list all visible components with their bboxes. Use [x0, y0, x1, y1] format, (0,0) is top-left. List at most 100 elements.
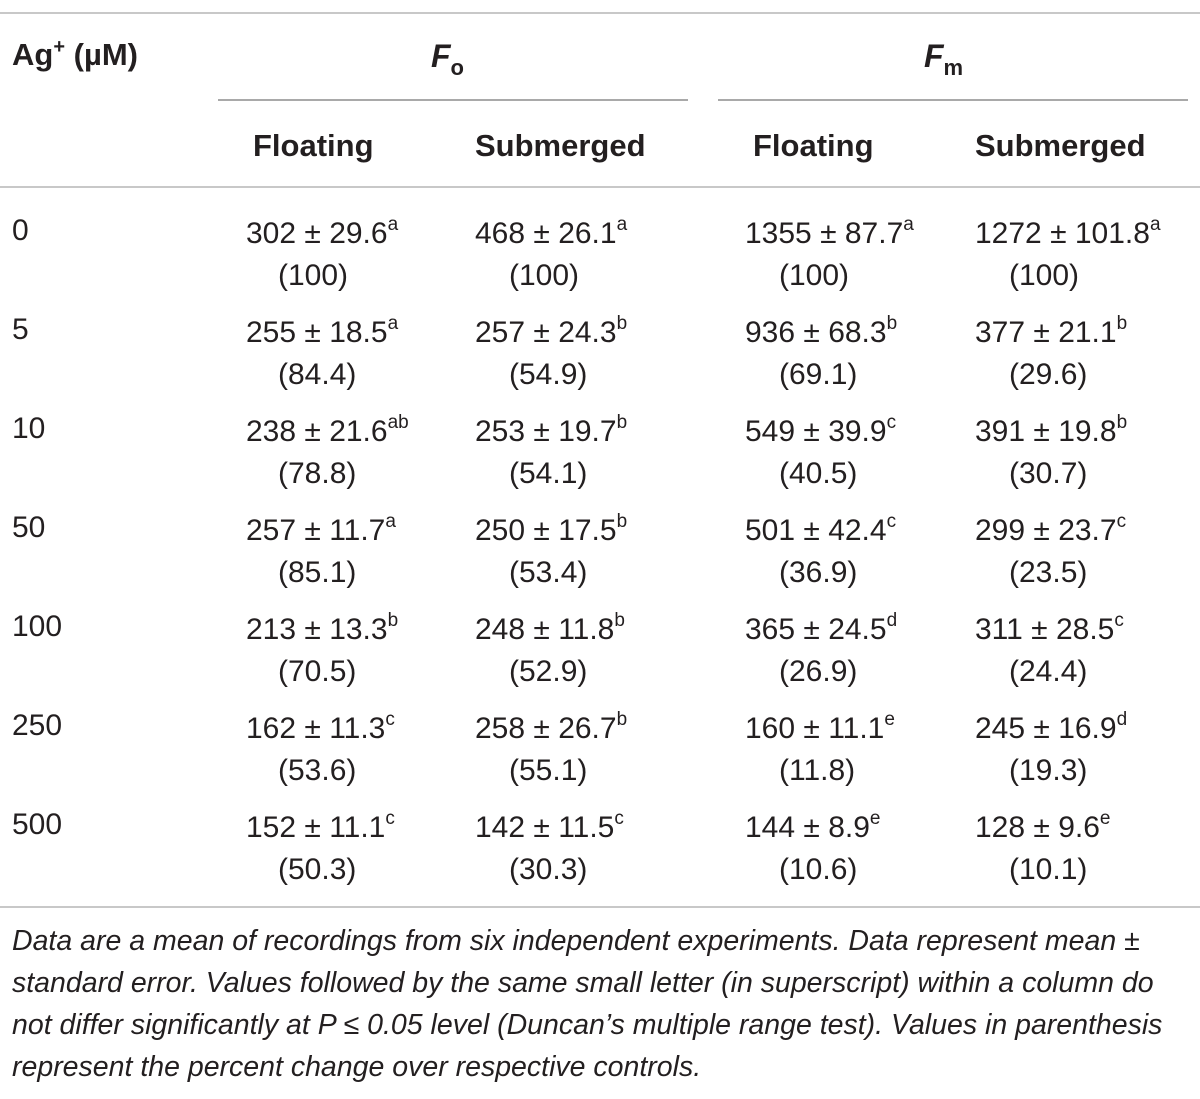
fo-group-rule [218, 99, 688, 101]
mean-se-text: 160 ± 11.1 [745, 712, 885, 745]
mean-se-text: 1355 ± 87.7 [745, 217, 904, 250]
significance-letter: c [614, 808, 624, 829]
concentration-value: 10 [12, 412, 46, 445]
subheader-fo-submerged: Submerged [475, 128, 646, 163]
significance-letter: c [385, 808, 395, 829]
mean-value: 299 ± 23.7c [975, 511, 1126, 548]
table-row: 100 213 ± 13.3b (70.5) 248 ± 11.8b (52.9) 365… [0, 596, 1200, 695]
concentration-value: 50 [12, 511, 46, 544]
concentration-value: 5 [12, 313, 29, 346]
mean-value: 302 ± 29.6a [246, 214, 398, 251]
percent-change: (54.1) [509, 457, 588, 490]
significance-letter: c [886, 511, 897, 532]
significance-letter: b [1116, 313, 1128, 334]
mean-se-text: 299 ± 23.7 [975, 514, 1117, 547]
mean-se-text: 162 ± 11.3 [246, 712, 386, 745]
mean-se-text: 936 ± 68.3 [745, 316, 887, 349]
significance-letter: a [903, 214, 914, 235]
mean-se-text: 391 ± 19.8 [975, 415, 1117, 448]
significance-letter: c [1116, 511, 1127, 532]
percent-change: (19.3) [1009, 754, 1088, 787]
significance-letter: e [1099, 808, 1111, 829]
mean-se-text: 257 ± 11.7 [246, 514, 386, 547]
percent-change: (69.1) [779, 358, 858, 391]
concentration-header: Ag+ (µM) [12, 36, 138, 73]
mean-se-text: 257 ± 24.3 [475, 316, 617, 349]
percent-change: (53.4) [509, 556, 588, 589]
group-fo-sub: o [450, 55, 464, 80]
concentration-value: 0 [12, 214, 29, 247]
fm-group-rule [718, 99, 1188, 101]
mean-value: 258 ± 26.7b [475, 709, 627, 746]
significance-letter: b [614, 610, 625, 631]
mean-value: 391 ± 19.8b [975, 412, 1127, 449]
significance-letter: b [616, 511, 628, 532]
mean-se-text: 128 ± 9.6 [975, 811, 1100, 844]
percent-change: (78.8) [278, 457, 357, 490]
percent-change: (100) [1009, 259, 1080, 292]
mean-se-text: 1272 ± 101.8 [975, 217, 1150, 250]
significance-letter: ab [387, 412, 409, 433]
concentration-value: 100 [12, 610, 63, 643]
mean-value: 255 ± 18.5a [246, 313, 398, 350]
mean-se-text: 255 ± 18.5 [246, 316, 388, 349]
mean-se-text: 142 ± 11.5 [475, 811, 615, 844]
mean-se-text: 253 ± 19.7 [475, 415, 617, 448]
header-rule [0, 186, 1200, 188]
significance-letter: a [385, 511, 396, 532]
significance-letter: c [385, 709, 395, 730]
group-fo-main: F [431, 38, 451, 74]
significance-letter: d [886, 610, 898, 631]
percent-change: (85.1) [278, 556, 357, 589]
group-header-fm: Fm [924, 38, 963, 81]
mean-value: 160 ± 11.1e [745, 709, 895, 746]
mean-value: 936 ± 68.3b [745, 313, 897, 350]
mean-value: 238 ± 21.6ab [246, 412, 409, 449]
mean-se-text: 152 ± 11.1 [246, 811, 386, 844]
significance-letter: a [1149, 214, 1161, 235]
mean-value: 549 ± 39.9c [745, 412, 896, 449]
mean-se-text: 248 ± 11.8 [475, 613, 615, 646]
mean-se-text: 468 ± 26.1 [475, 217, 617, 250]
percent-change: (100) [509, 259, 580, 292]
bottom-rule [0, 906, 1200, 908]
percent-change: (11.8) [779, 754, 856, 787]
mean-value: 142 ± 11.5c [475, 808, 624, 845]
mean-se-text: 311 ± 28.5 [975, 613, 1115, 646]
concentration-value: 250 [12, 709, 63, 742]
mean-value: 257 ± 24.3b [475, 313, 627, 350]
significance-letter: e [884, 709, 895, 730]
concentration-charge: + [53, 36, 66, 58]
mean-value: 152 ± 11.1c [246, 808, 395, 845]
group-fm-main: F [924, 38, 944, 74]
mean-value: 248 ± 11.8b [475, 610, 625, 647]
significance-letter: c [886, 412, 897, 433]
significance-letter: b [1116, 412, 1128, 433]
significance-letter: a [616, 214, 628, 235]
percent-change: (52.9) [509, 655, 588, 688]
percent-change: (50.3) [278, 853, 357, 886]
percent-change: (30.3) [509, 853, 588, 886]
percent-change: (100) [278, 259, 349, 292]
significance-letter: b [616, 412, 628, 433]
mean-value: 213 ± 13.3b [246, 610, 398, 647]
mean-value: 245 ± 16.9d [975, 709, 1127, 746]
percent-change: (55.1) [509, 754, 588, 787]
mean-value: 365 ± 24.5d [745, 610, 897, 647]
significance-letter: b [387, 610, 399, 631]
table-footnote: Data are a mean of recordings from six i… [12, 925, 1163, 1083]
mean-se-text: 213 ± 13.3 [246, 613, 388, 646]
mean-value: 253 ± 19.7b [475, 412, 627, 449]
significance-letter: a [387, 214, 399, 235]
significance-letter: b [616, 313, 628, 334]
mean-se-text: 549 ± 39.9 [745, 415, 887, 448]
mean-value: 501 ± 42.4c [745, 511, 896, 548]
significance-letter: b [886, 313, 898, 334]
percent-change: (23.5) [1009, 556, 1088, 589]
percent-change: (10.6) [779, 853, 858, 886]
mean-se-text: 365 ± 24.5 [745, 613, 887, 646]
concentration-unit: (µM) [65, 37, 138, 72]
percent-change: (10.1) [1009, 853, 1088, 886]
percent-change: (70.5) [278, 655, 357, 688]
